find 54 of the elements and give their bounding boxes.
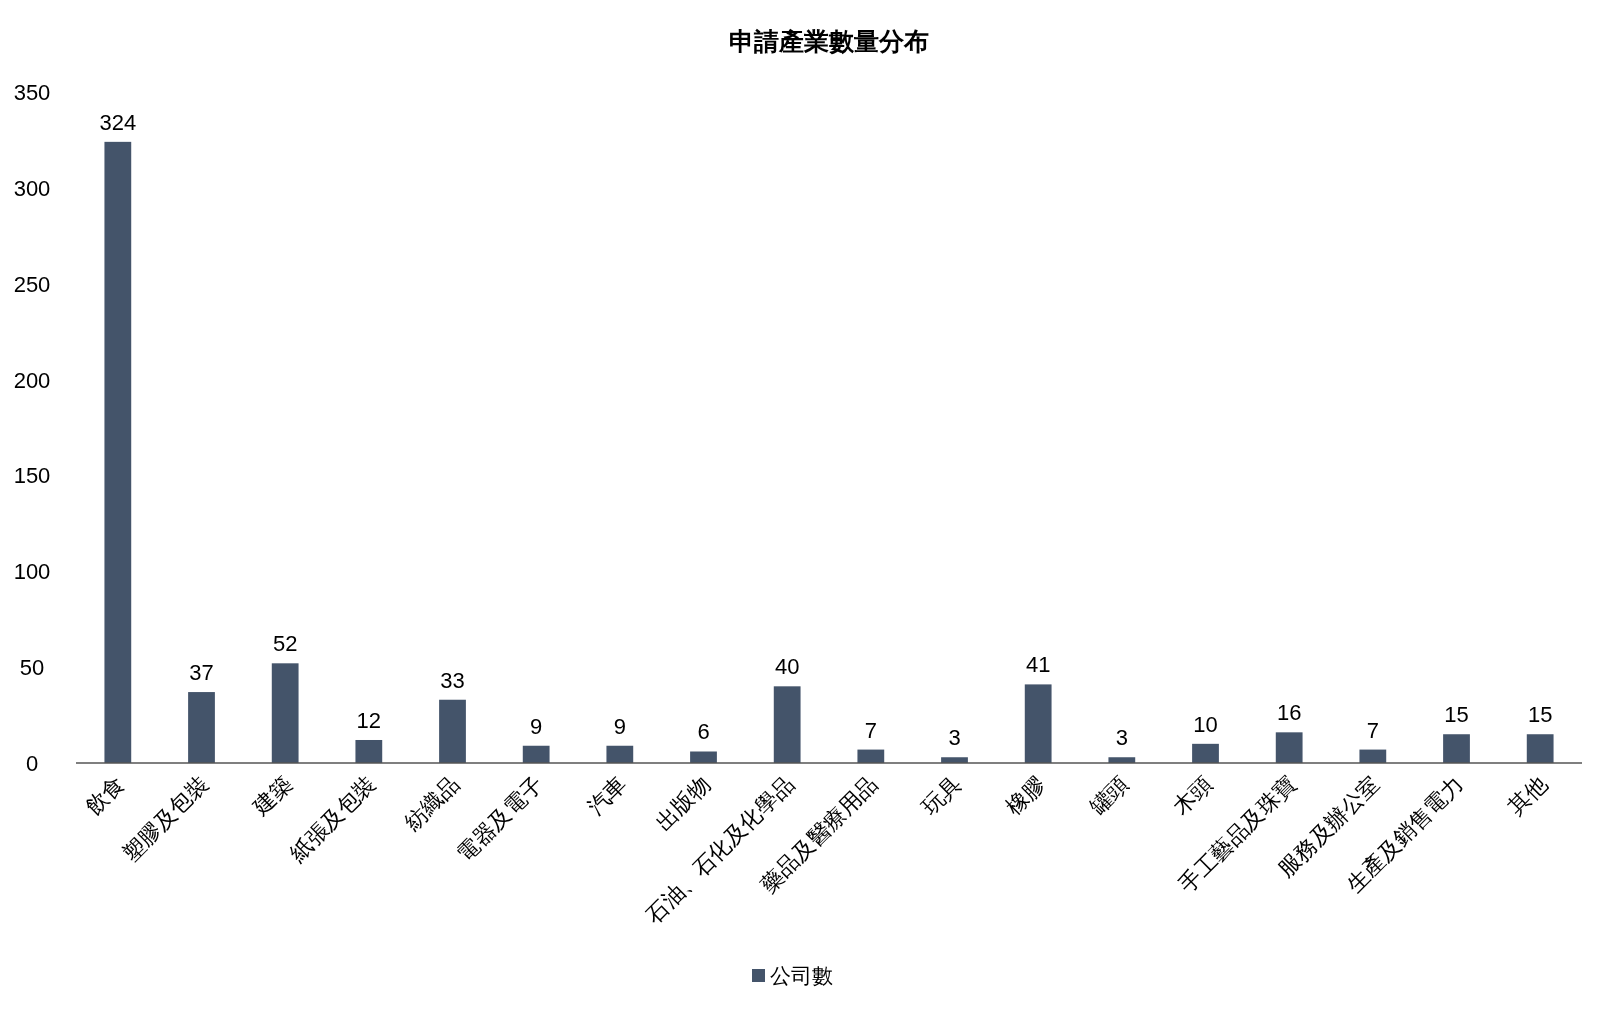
- data-label: 9: [613, 713, 626, 739]
- x-tick-label: 飲食: [80, 770, 130, 820]
- data-label: 7: [1366, 717, 1379, 743]
- data-label: 10: [1193, 711, 1218, 737]
- bar: [1024, 684, 1052, 763]
- bar: [1526, 734, 1554, 763]
- data-label: 40: [774, 654, 800, 680]
- y-tick-label: 350: [13, 80, 51, 105]
- data-label: 3: [1115, 725, 1128, 751]
- legend-label: 公司數: [770, 964, 833, 987]
- y-tick-label: 50: [19, 655, 45, 681]
- x-tick-label: 玩具: [917, 770, 967, 820]
- data-label: 52: [272, 631, 298, 657]
- bar: [104, 141, 132, 763]
- x-tick-label: 汽車: [582, 770, 632, 820]
- y-tick-label: 100: [13, 559, 51, 585]
- x-tick-label: 木頭: [1168, 770, 1218, 820]
- x-tick-label: 橡膠: [1000, 770, 1050, 820]
- bar: [606, 745, 634, 763]
- bar: [439, 699, 466, 763]
- data-label: 3: [948, 725, 961, 751]
- data-label: 33: [440, 667, 465, 693]
- data-label: 9: [530, 713, 543, 739]
- data-label: 6: [697, 719, 710, 745]
- y-tick-label: 200: [13, 367, 51, 393]
- x-tick-label: 其他: [1502, 770, 1552, 820]
- x-tick-label: 紡織品: [399, 770, 465, 836]
- data-label: 41: [1025, 652, 1051, 678]
- bar: [188, 692, 215, 763]
- y-tick-label: 0: [25, 751, 39, 776]
- bar: [271, 663, 299, 763]
- y-tick-label: 150: [13, 463, 51, 489]
- data-label: 16: [1276, 700, 1302, 726]
- data-label: 7: [864, 717, 877, 743]
- bar: [1443, 734, 1470, 763]
- bar: [773, 686, 801, 763]
- bar: [857, 749, 885, 763]
- chart-title: 申請產業數量分布: [729, 27, 929, 55]
- data-label: 324: [99, 109, 137, 135]
- data-label: 15: [1527, 702, 1553, 728]
- bar: [1359, 749, 1387, 763]
- data-label: 15: [1444, 702, 1469, 728]
- y-tick-label: 250: [13, 271, 51, 297]
- bar: [522, 745, 550, 763]
- x-tick-label: 出版物: [650, 770, 716, 836]
- bar: [1192, 743, 1219, 763]
- bar: [1275, 732, 1303, 763]
- bar: [690, 751, 717, 763]
- x-tick-label: 建築: [247, 770, 297, 821]
- data-label: 37: [189, 660, 214, 686]
- y-tick-label: 300: [13, 175, 51, 201]
- data-label: 12: [356, 707, 382, 733]
- bar: [355, 739, 383, 763]
- x-tick-label: 罐頭: [1084, 770, 1134, 820]
